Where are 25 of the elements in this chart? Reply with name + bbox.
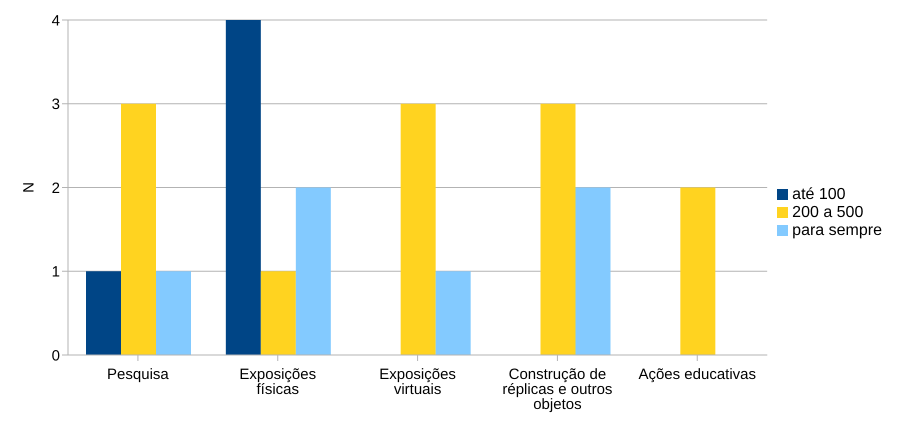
bar [540, 104, 576, 355]
legend-label: 200 a 500 [792, 204, 864, 220]
y-tick-label: 3 [52, 96, 60, 114]
bar [226, 20, 261, 355]
y-tick-label: 1 [52, 264, 60, 281]
x-tick-label: Exposições virtuais [379, 366, 456, 398]
y-tick-label: 2 [52, 180, 60, 197]
legend-label: até 100 [792, 186, 846, 202]
bar [680, 188, 716, 355]
bar [436, 271, 471, 355]
y-tick-label: 0 [52, 347, 60, 364]
bar [260, 271, 296, 355]
y-axis-title: N [20, 182, 38, 193]
y-tick-label: 4 [52, 12, 60, 30]
x-tick-label: Construção de réplicas e outros objetos [502, 366, 612, 413]
bar [121, 104, 156, 355]
bar [156, 271, 191, 355]
bar [296, 188, 331, 355]
bar [400, 104, 436, 355]
x-tick-label: Pesquisa [107, 366, 170, 383]
legend-label: para sempre [792, 222, 882, 238]
bar [576, 188, 611, 355]
x-tick-label: Ações educativas [638, 366, 756, 383]
bar [86, 271, 121, 355]
x-tick-label: Exposições físicas [239, 366, 316, 398]
